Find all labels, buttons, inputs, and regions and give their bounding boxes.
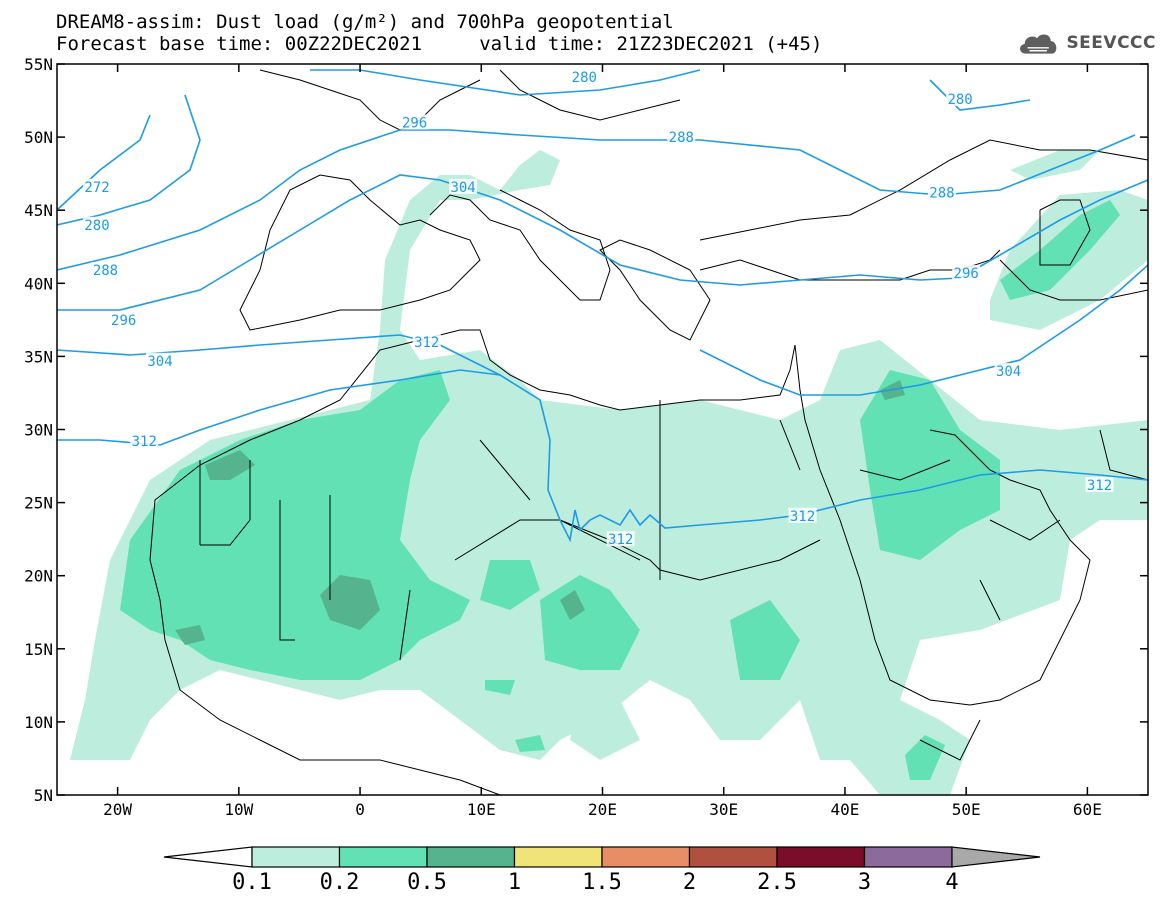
lat-tick-label: 25N bbox=[24, 494, 53, 513]
contour-label-bg bbox=[400, 114, 429, 130]
lon-tick-label: 60E bbox=[1073, 800, 1102, 819]
lon-tick-label: 40E bbox=[830, 800, 859, 819]
contour-label-bg bbox=[109, 311, 138, 327]
title-line-2: Forecast base time: 00Z22DEC2021 valid t… bbox=[56, 33, 823, 55]
contour-label: 288 bbox=[669, 130, 694, 146]
colorbar-segment bbox=[601, 846, 691, 868]
contour-label-bg bbox=[83, 178, 112, 194]
colorbar-label: 3 bbox=[857, 870, 872, 895]
colorbar-segment bbox=[513, 846, 603, 868]
lat-tick-label: 10N bbox=[24, 713, 53, 732]
colorbar-label: 2.5 bbox=[757, 870, 797, 895]
colorbar-segment bbox=[776, 846, 866, 868]
contour-label-bg bbox=[83, 216, 112, 232]
contour-label-bg bbox=[946, 91, 975, 107]
lon-tick-label: 50E bbox=[952, 800, 981, 819]
lat-tick-label: 5N bbox=[34, 786, 53, 805]
lon-tick-label: 0 bbox=[355, 800, 365, 819]
colorbar bbox=[163, 846, 1041, 868]
colorbar-segment bbox=[863, 846, 953, 868]
seevccc-logo: SEEVCCC bbox=[1016, 26, 1156, 60]
contour-label: 272 bbox=[84, 180, 109, 196]
contour-label-bg bbox=[412, 333, 441, 349]
lon-tick-label: 20E bbox=[588, 800, 617, 819]
contour-label-bg bbox=[927, 184, 956, 200]
contour-label: 312 bbox=[132, 434, 157, 450]
colorbar-label: 0.5 bbox=[407, 870, 447, 895]
contour-label-bg bbox=[570, 69, 599, 85]
contour-label: 304 bbox=[147, 354, 172, 370]
coastlines bbox=[149, 69, 1148, 795]
lon-tick-label: 20W bbox=[103, 800, 132, 819]
lon-tick-label: 10W bbox=[224, 800, 253, 819]
latitude-axis: 55N 50N 45N 40N 35N 30N 25N 20N 15N 10N 5N bbox=[24, 55, 1148, 805]
contour-label: 304 bbox=[450, 180, 475, 196]
contour-label: 288 bbox=[929, 186, 954, 202]
contour-label-bg bbox=[994, 363, 1023, 379]
lat-tick-label: 55N bbox=[24, 55, 53, 74]
colorbar-upper-arrow bbox=[951, 846, 1041, 868]
lat-tick-label: 15N bbox=[24, 640, 53, 659]
contour-label: 296 bbox=[402, 115, 427, 131]
longitude-axis: 20W 10W 0 10E 20E 30E 40E 50E 60E bbox=[103, 64, 1102, 819]
colorbar-label: 0.2 bbox=[319, 870, 360, 895]
contour-label: 312 bbox=[1087, 478, 1112, 494]
colorbar-segment bbox=[426, 846, 516, 868]
lat-tick-label: 20N bbox=[24, 567, 53, 586]
lon-tick-label: 30E bbox=[709, 800, 738, 819]
lat-tick-label: 30N bbox=[24, 421, 53, 440]
lat-tick-label: 40N bbox=[24, 274, 53, 293]
dust-layer-high bbox=[175, 380, 905, 645]
contour-label-bg bbox=[146, 352, 175, 368]
contour-label: 312 bbox=[790, 509, 815, 525]
colorbar-label: 2 bbox=[682, 870, 697, 895]
lat-tick-label: 35N bbox=[24, 347, 53, 366]
contour-label: 296 bbox=[954, 266, 979, 282]
contour-label: 296 bbox=[111, 313, 136, 329]
contour-label-bg bbox=[788, 507, 817, 523]
colorbar-segment bbox=[251, 846, 341, 868]
contour-labels: 280 296 288 280 288 304 272 280 288 296 304 312 296 3… bbox=[83, 69, 1114, 548]
contour-label: 304 bbox=[996, 364, 1021, 380]
lat-tick-label: 50N bbox=[24, 128, 53, 147]
contour-label-bg bbox=[952, 265, 981, 281]
colorbar-label: 0.1 bbox=[232, 870, 272, 895]
colorbar-label: 1 bbox=[507, 870, 522, 895]
lat-tick-label: 45N bbox=[24, 201, 53, 220]
logo-text: SEEVCCC bbox=[1066, 33, 1156, 53]
colorbar-label: 4 bbox=[945, 870, 959, 895]
lon-tick-label: 10E bbox=[467, 800, 496, 819]
colorbar-lower-arrow bbox=[163, 846, 253, 868]
contour-label-bg bbox=[130, 433, 159, 449]
contour-label-bg bbox=[1085, 477, 1114, 493]
colorbar-segment bbox=[688, 846, 778, 868]
cloud-icon bbox=[1020, 34, 1057, 54]
contour-label-bg bbox=[606, 531, 635, 547]
colorbar-label: 1.5 bbox=[582, 870, 622, 895]
contour-label-bg bbox=[667, 129, 696, 145]
contour-label: 280 bbox=[572, 70, 597, 86]
colorbar-segment bbox=[338, 846, 428, 868]
contour-label-bg bbox=[449, 178, 478, 194]
contour-label-bg bbox=[91, 262, 120, 278]
contour-label: 312 bbox=[414, 335, 439, 351]
contour-label: 312 bbox=[608, 532, 633, 548]
contour-label: 280 bbox=[84, 218, 109, 234]
contour-label: 288 bbox=[93, 263, 118, 279]
title-line-1: DREAM8-assim: Dust load (g/m²) and 700hP… bbox=[56, 11, 674, 33]
contour-label: 280 bbox=[947, 92, 972, 108]
